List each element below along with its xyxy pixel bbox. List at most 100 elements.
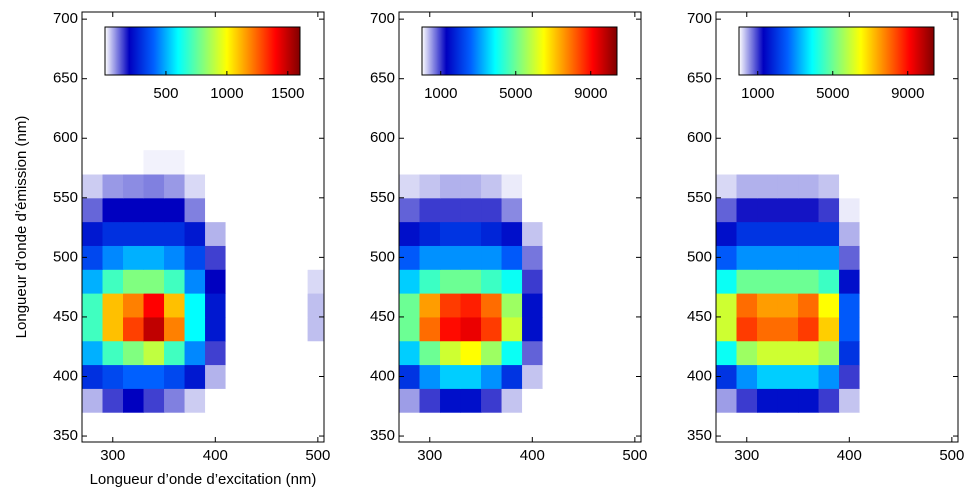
y-tick-label: 450 [53,308,78,325]
heatmap-cell [123,388,145,413]
heatmap-cell [287,340,309,366]
heatmap-cell [563,364,585,389]
heatmap-cell [583,293,605,318]
heatmap-cell [246,388,268,413]
heatmap-cell [818,293,840,318]
heatmap-cell [880,245,902,270]
heatmap-cell [941,221,958,246]
heatmap-cell [818,150,840,175]
heatmap-cell [941,293,958,318]
heatmap-cell [777,269,799,294]
heatmap-cell [716,316,738,342]
heatmap-cell [522,173,544,199]
heatmap-cell [798,316,820,342]
heatmap-cell [184,197,206,223]
heatmap-cell [266,293,288,318]
heatmap-cell [798,150,820,175]
heatmap-cell [501,173,523,199]
heatmap-cell [900,197,922,223]
heatmap-cell [225,293,247,318]
heatmap-cell [307,269,324,294]
heatmap-cell [501,150,523,175]
y-tick-label: 550 [687,189,712,206]
heatmap-cell [307,364,324,389]
heatmap-cell [880,364,902,389]
heatmap-cell [859,245,881,270]
heatmap-cell [900,245,922,270]
heatmap-cell [941,245,958,270]
heatmap-cell [501,388,523,413]
heatmap-cell [205,221,227,246]
colorbar-tick-label: 9000 [891,85,924,102]
heatmap-cell [266,316,288,342]
heatmap-cell [164,245,186,270]
heatmap-cell [583,340,605,366]
heatmap-cell [266,221,288,246]
y-tick-label: 700 [687,10,712,27]
heatmap-cell [164,221,186,246]
heatmap-cell [440,173,462,199]
heatmap-cell [757,173,779,199]
heatmap-cell [123,150,145,175]
heatmap-cell [859,269,881,294]
heatmap-cell [164,269,186,294]
heatmap-cell [777,197,799,223]
heatmap-cell [716,150,738,175]
colorbar [104,26,301,76]
heatmap-cell [880,221,902,246]
heatmap-cell [287,269,309,294]
heatmap-cell [307,340,324,366]
heatmap-cell [246,269,268,294]
heatmap-cell [921,364,943,389]
heatmap-cell [921,197,943,223]
heatmap-cell [859,388,881,413]
heatmap-cell [481,316,503,342]
heatmap-cell [880,340,902,366]
heatmap-cell [287,150,309,175]
heatmap-cell [583,388,605,413]
heatmap-cell [900,340,922,366]
heatmap-cell [757,245,779,270]
heatmap-cell [757,340,779,366]
y-tick-label: 600 [53,129,78,146]
heatmap-cell [839,293,861,318]
heatmap-cell [716,197,738,223]
heatmap-cell [102,340,124,366]
heatmap-cell [624,269,641,294]
x-tick-label: 400 [520,447,545,464]
y-tick-label: 500 [687,248,712,265]
heatmap-cell [624,316,641,342]
heatmap-cell [563,197,585,223]
colorbar-tick-label: 1000 [210,85,243,102]
heatmap-cell [460,316,482,342]
heatmap-cell [736,293,758,318]
y-tick-label: 550 [370,189,395,206]
heatmap-cell [583,221,605,246]
heatmap-cell [818,197,840,223]
heatmap-cell [460,197,482,223]
heatmap-cell [123,221,145,246]
heatmap-cell [399,150,421,175]
heatmap-cell [859,293,881,318]
heatmap-cell [624,245,641,270]
heatmap-cell [716,340,738,366]
heatmap-cell [287,293,309,318]
heatmap-cell [225,316,247,342]
heatmap-cell [501,364,523,389]
heatmap-cell [818,221,840,246]
x-tick-label: 300 [734,447,759,464]
heatmap-cell [818,340,840,366]
heatmap-cell [604,221,626,246]
heatmap-cell [624,364,641,389]
heatmap-cell [604,340,626,366]
colorbar-tick-label: 500 [153,85,178,102]
heatmap-cell [757,221,779,246]
heatmap-cell [736,245,758,270]
heatmap-cell [522,197,544,223]
heatmap-cell [399,197,421,223]
heatmap-cell [839,269,861,294]
heatmap-cell [307,316,324,342]
heatmap-cell [777,293,799,318]
heatmap-cell [460,388,482,413]
heatmap-cell [266,269,288,294]
